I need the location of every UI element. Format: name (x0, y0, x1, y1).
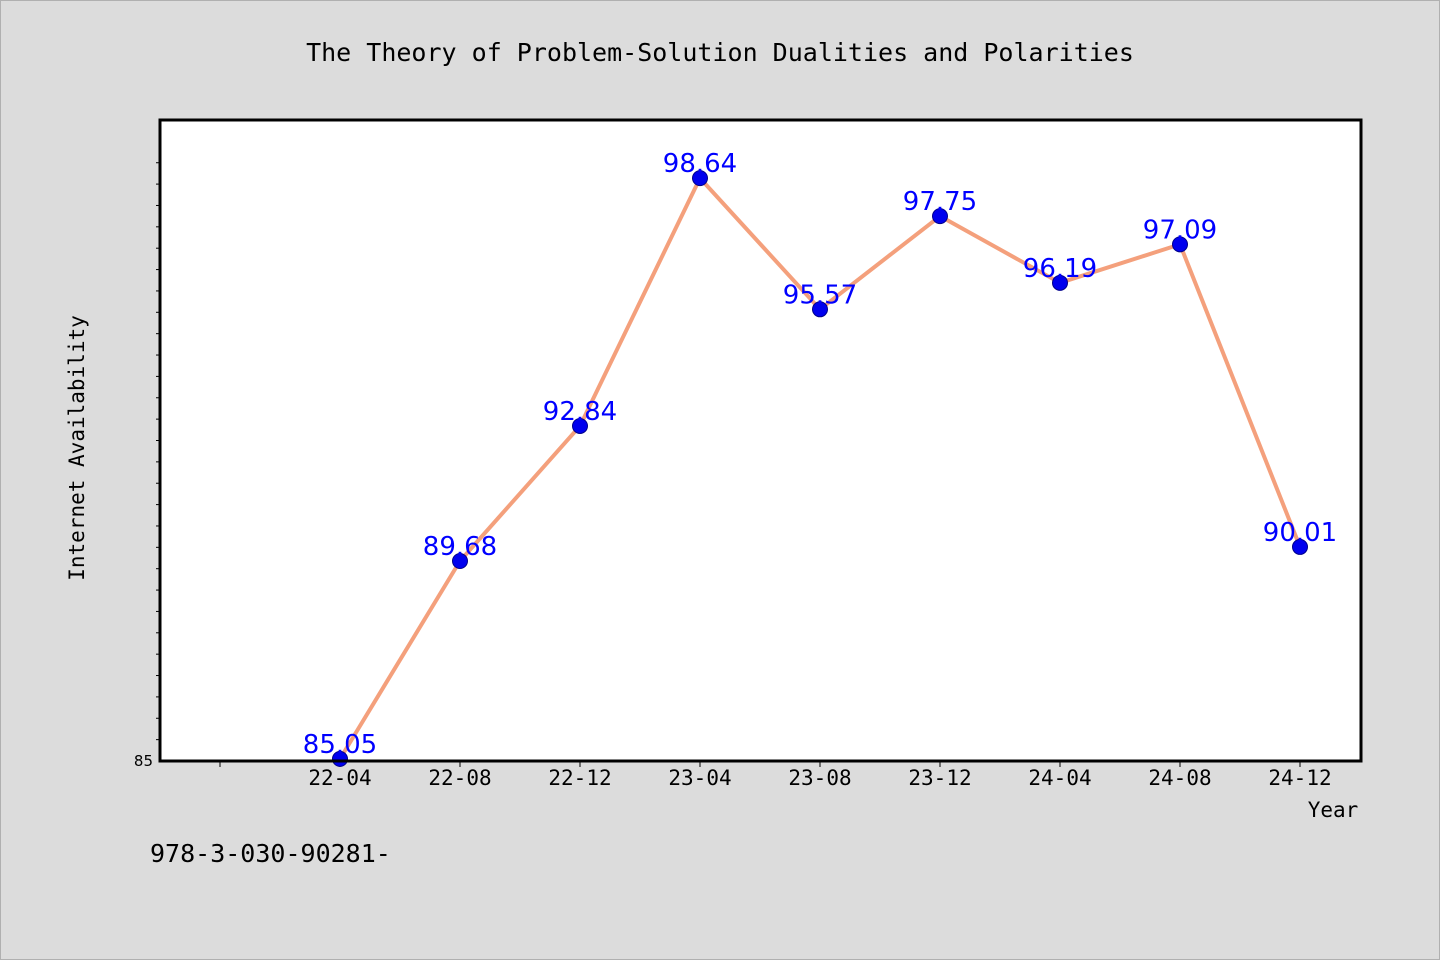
x-axis-ticks: 22-04 22-08 22-12 23-04 23-08 23-12 24-04 24-08… (219, 761, 1332, 790)
data-point (572, 417, 588, 434)
data-point (332, 750, 348, 767)
y-tick-label: 85 (134, 752, 153, 770)
y-axis-label: Internet Availability (65, 315, 89, 581)
data-point (932, 208, 948, 225)
x-tick-label: 24-12 (1268, 766, 1331, 790)
data-label: 96.19 (1023, 254, 1097, 284)
data-label: 97.09 (1143, 215, 1217, 245)
data-label: 89.68 (423, 532, 497, 562)
x-tick-label: 23-04 (668, 766, 731, 790)
data-label: 95.57 (783, 280, 857, 310)
data-point (812, 301, 828, 318)
x-tick-label: 22-08 (428, 766, 491, 790)
data-point (1292, 538, 1308, 555)
plot-frame (158, 118, 1363, 763)
data-point (1052, 274, 1068, 291)
data-point (692, 170, 708, 187)
data-label: 90.01 (1263, 518, 1337, 548)
data-labels: 85.05 89.68 92.84 98.64 95.57 97.75 96.19 97.09… (303, 149, 1337, 760)
x-tick-label: 22-04 (308, 766, 371, 790)
x-tick-label: 23-12 (908, 766, 971, 790)
isbn-text: 978-3-030-90281- (150, 839, 391, 868)
x-tick-label: 24-04 (1028, 766, 1091, 790)
x-tick-label: 24-08 (1148, 766, 1211, 790)
data-point (1172, 236, 1188, 253)
x-axis-label: Year (1308, 798, 1359, 822)
x-tick-label: 22-12 (548, 766, 611, 790)
data-label: 98.64 (663, 149, 737, 179)
data-label: 97.75 (903, 187, 977, 217)
plot-area (160, 120, 1361, 761)
data-label: 85.05 (303, 730, 377, 760)
data-markers (332, 170, 1308, 767)
chart-title: The Theory of Problem-Solution Dualities… (306, 38, 1134, 67)
data-label: 92.84 (543, 397, 617, 427)
data-point (452, 553, 468, 570)
x-tick-label: 23-08 (788, 766, 851, 790)
